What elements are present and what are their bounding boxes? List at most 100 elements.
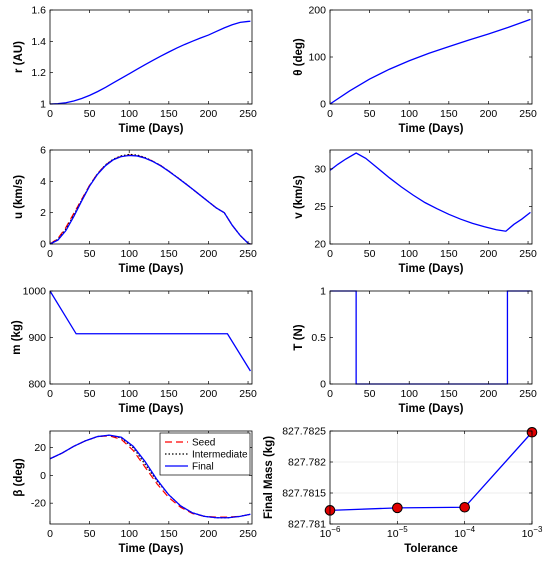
x-tick-label: 100 xyxy=(120,248,138,260)
y-axis-label: β (deg) xyxy=(13,458,25,496)
x-tick-label: 50 xyxy=(364,248,376,260)
y-tick-label: 100 xyxy=(308,52,326,64)
y-tick-label: 827.782 xyxy=(288,457,326,469)
x-tick-label: 10−3 xyxy=(522,525,543,540)
x-tick-label: 150 xyxy=(440,248,458,260)
x-axis-label: Tolerance xyxy=(404,543,457,555)
y-tick-label: 900 xyxy=(28,332,46,344)
y-tick-label: 0 xyxy=(320,379,326,391)
y-axis-label: θ (deg) xyxy=(293,38,305,76)
legend-entry-final: Final xyxy=(192,462,214,473)
x-axis-label: Time (Days) xyxy=(119,403,184,415)
axes-frame xyxy=(49,290,253,385)
x-tick-label: 200 xyxy=(200,388,218,400)
y-axis-label: Final Mass (kg) xyxy=(263,436,275,519)
x-tick-label: 10−6 xyxy=(320,525,341,540)
y-tick-label: 1.2 xyxy=(31,67,46,79)
series-line-final_mass-0 xyxy=(330,431,532,512)
y-tick-label: 0 xyxy=(40,470,46,482)
x-tick-label: 150 xyxy=(160,108,178,120)
x-tick-label: 150 xyxy=(160,248,178,260)
x-tick-label: 150 xyxy=(440,388,458,400)
series-line-v-0 xyxy=(330,152,531,232)
x-tick-label: 0 xyxy=(47,528,53,540)
x-tick-label: 0 xyxy=(47,108,53,120)
y-axis-label: r (AU) xyxy=(13,41,25,73)
series-line-m-0 xyxy=(50,290,251,372)
x-tick-label: 10−5 xyxy=(387,525,408,540)
x-tick-label: 100 xyxy=(120,528,138,540)
y-tick-label: 1000 xyxy=(23,286,47,298)
x-tick-label: 0 xyxy=(327,248,333,260)
subplot-v: 0 50 100 150 200 250 20 25 30 Time (Days) v (km/s) xyxy=(293,149,537,275)
y-axis-label: u (km/s) xyxy=(13,175,25,219)
x-tick-label: 200 xyxy=(200,108,218,120)
axes-frame xyxy=(329,430,533,525)
axes-frame xyxy=(329,149,533,245)
y-tick-label: 20 xyxy=(314,239,326,251)
series-line-u-final xyxy=(50,154,251,245)
x-tick-label: 50 xyxy=(364,388,376,400)
x-tick-label: 200 xyxy=(200,528,218,540)
series-line-u-intermediate xyxy=(50,153,251,245)
x-tick-label: 100 xyxy=(400,248,418,260)
y-tick-label: 200 xyxy=(308,5,326,17)
x-tick-label: 50 xyxy=(84,108,96,120)
x-tick-label: 100 xyxy=(400,388,418,400)
x-axis-label: Time (Days) xyxy=(399,123,464,135)
series-line-beta-final xyxy=(50,434,251,519)
x-tick-label: 250 xyxy=(519,108,537,120)
series-line-T-0 xyxy=(330,290,531,385)
legend-entry-intermediate: Intermediate xyxy=(192,450,248,461)
y-axis-label: v (km/s) xyxy=(293,175,305,219)
y-axis-label: T (N) xyxy=(293,324,305,350)
x-tick-label: 0 xyxy=(327,388,333,400)
y-tick-label: 1 xyxy=(320,286,326,298)
y-tick-label: 800 xyxy=(28,379,46,391)
x-tick-label: 200 xyxy=(480,248,498,260)
x-tick-label: 100 xyxy=(400,108,418,120)
x-tick-label: 0 xyxy=(47,248,53,260)
x-tick-label: 50 xyxy=(364,108,376,120)
legend-box xyxy=(159,432,251,476)
x-tick-label: 250 xyxy=(519,388,537,400)
subplot-T: 0 50 100 150 200 250 0 0.5 1 Time (Days) T (N) xyxy=(293,286,537,416)
subplot-final_mass: 10−6 10−5 10−4 10−3 827.781 827.7815 827.782 82… xyxy=(263,426,543,556)
x-tick-label: 250 xyxy=(239,528,257,540)
x-tick-label: 200 xyxy=(200,248,218,260)
x-tick-label: 150 xyxy=(440,108,458,120)
y-axis-label: m (kg) xyxy=(11,320,23,355)
axes-frame xyxy=(49,430,253,525)
x-axis-label: Time (Days) xyxy=(119,543,184,555)
subplot-m: 0 50 100 150 200 250 800 900 1000 Time (Days) m (k… xyxy=(11,286,257,416)
series-line-theta-0 xyxy=(330,18,531,105)
y-tick-label: 0 xyxy=(40,239,46,251)
y-tick-label: 2 xyxy=(40,207,46,219)
subplot-theta: 0 50 100 150 200 250 0 100 200 Time (Days) θ (deg) xyxy=(293,5,537,136)
x-tick-label: 250 xyxy=(239,388,257,400)
x-tick-label: 0 xyxy=(327,108,333,120)
x-tick-label: 100 xyxy=(120,388,138,400)
y-tick-label: 30 xyxy=(314,163,326,175)
x-axis-label: Time (Days) xyxy=(119,123,184,135)
legend-entry-seed: Seed xyxy=(192,438,215,449)
x-tick-label: 100 xyxy=(120,108,138,120)
y-tick-label: -20 xyxy=(31,498,46,510)
axes-frame xyxy=(49,9,253,105)
x-tick-label: 50 xyxy=(84,248,96,260)
x-tick-label: 150 xyxy=(160,388,178,400)
axes-frame xyxy=(329,9,533,105)
y-tick-label: 20 xyxy=(34,442,46,454)
subplot-u: 0 50 100 150 200 250 0 2 4 6 Time (Days) u (km/s) xyxy=(13,145,257,276)
series-line-u-seed xyxy=(50,154,251,245)
y-tick-label: 25 xyxy=(314,201,326,213)
y-tick-label: 0 xyxy=(320,99,326,111)
subplot-r: 0 50 100 150 200 250 1 1.2 1.4 1.6 Time (Days) r (A… xyxy=(13,5,257,136)
x-tick-label: 0 xyxy=(47,388,53,400)
axes-frame xyxy=(329,290,533,385)
y-tick-label: 1 xyxy=(40,99,46,111)
x-axis-label: Time (Days) xyxy=(399,263,464,275)
y-tick-label: 1.6 xyxy=(31,5,46,17)
y-tick-label: 0.5 xyxy=(311,332,326,344)
